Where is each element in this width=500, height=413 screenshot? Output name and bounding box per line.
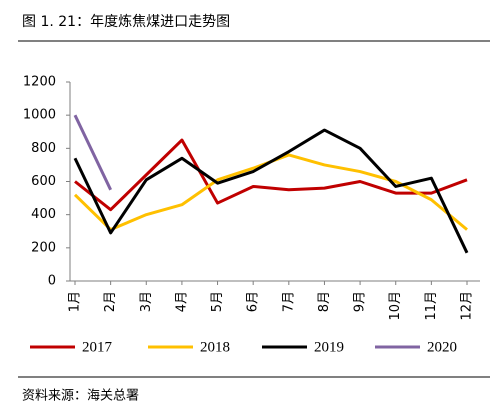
x-tick-label: 8月 (317, 291, 332, 312)
source: 资料来源：海关总署 (22, 389, 139, 404)
legend-label: 2017 (82, 339, 113, 355)
series-line (73, 114, 112, 191)
x-tick-label: 11月 (424, 291, 439, 321)
x-tick-label: 4月 (174, 291, 189, 312)
x-tick-label: 2月 (103, 291, 118, 312)
y-tick-label: 800 (31, 141, 56, 156)
x-tick-label: 12月 (460, 291, 475, 321)
x-tick-label: 5月 (210, 291, 225, 312)
x-tick-label: 3月 (139, 291, 154, 312)
x-tick-label: 9月 (353, 291, 368, 312)
x-tick-label: 10月 (388, 291, 403, 321)
y-tick-label: 200 (31, 240, 56, 255)
y-tick-label: 600 (31, 174, 56, 189)
legend-label: 2018 (200, 339, 230, 355)
x-tick-label: 7月 (281, 291, 296, 312)
y-tick-label: 1200 (23, 75, 56, 90)
chart-title: 图 1. 21：年度炼焦煤进口走势图 (22, 14, 230, 30)
series-line (74, 138, 468, 212)
x-tick-label: 6月 (246, 291, 261, 312)
y-tick-label: 1000 (23, 108, 56, 123)
x-tick-label: 1月 (68, 291, 83, 312)
legend-label: 2019 (314, 339, 344, 355)
y-tick-label: 400 (31, 207, 56, 222)
legend-label: 2020 (427, 339, 457, 355)
y-tick-label: 0 (48, 274, 56, 289)
series-line (73, 128, 469, 254)
